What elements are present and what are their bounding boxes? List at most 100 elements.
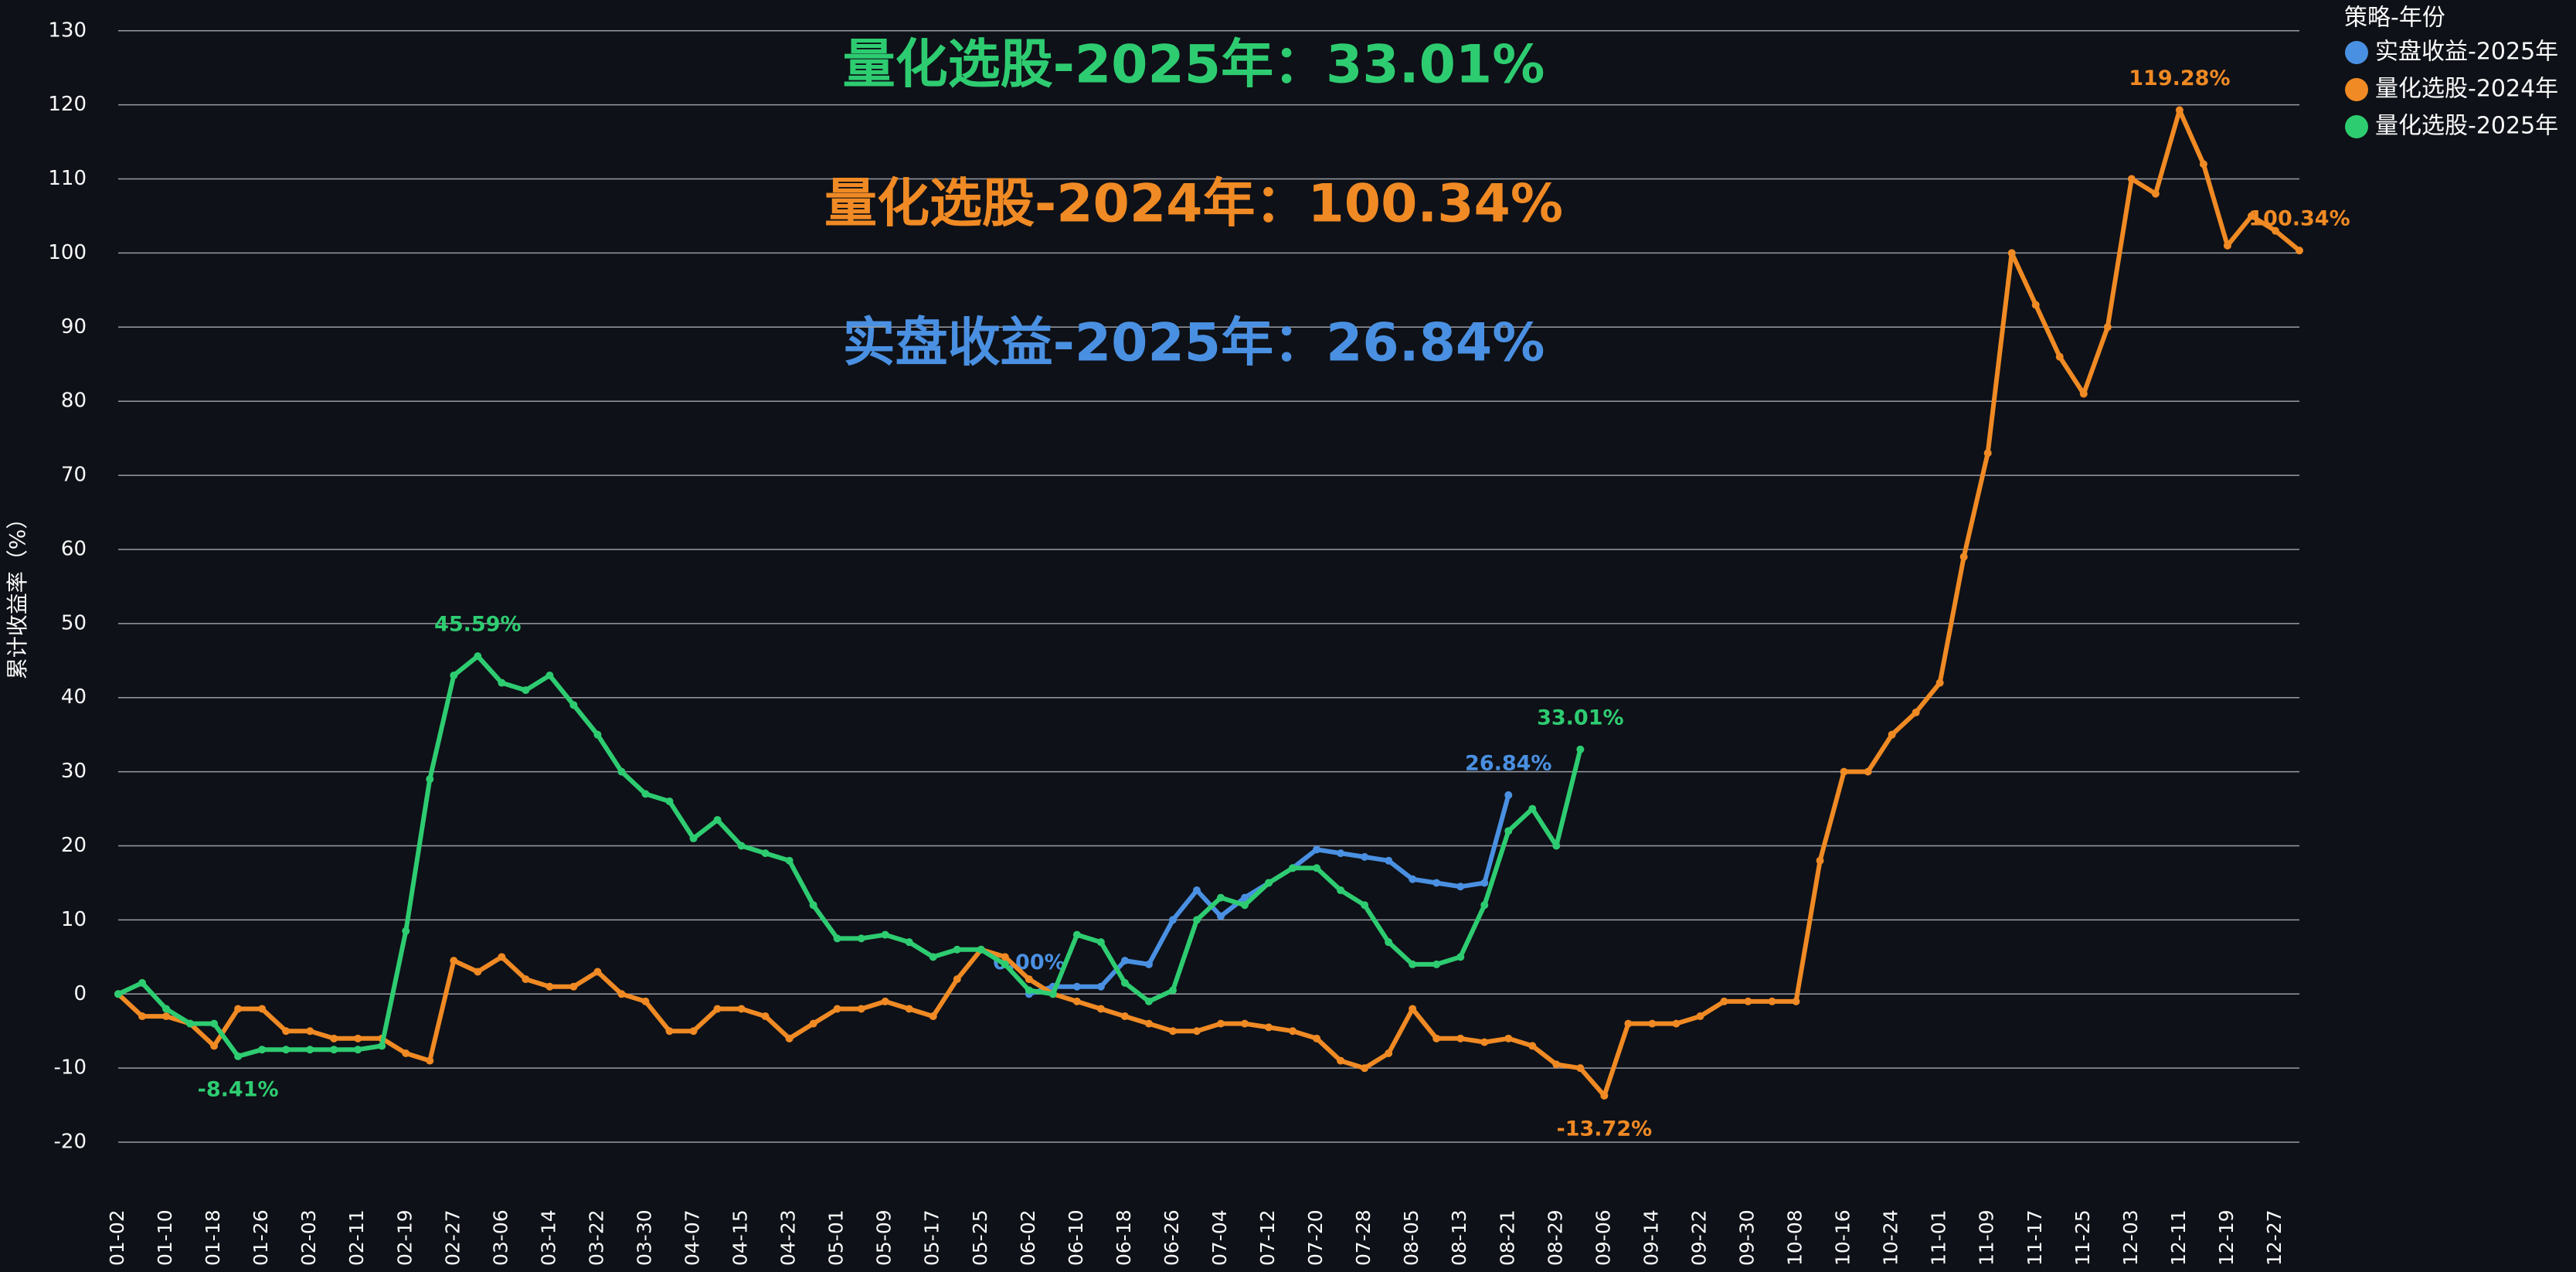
y-tick-label: 50 xyxy=(61,611,87,634)
x-tick-label: 08-13 xyxy=(1448,1209,1470,1266)
y-tick-label: 30 xyxy=(61,760,87,783)
x-tick-label: 11-01 xyxy=(1928,1209,1950,1266)
x-tick-label: 04-07 xyxy=(681,1209,704,1266)
data-point xyxy=(426,775,434,784)
data-point xyxy=(1552,1060,1561,1069)
data-point xyxy=(1217,912,1225,920)
data-point xyxy=(1480,879,1489,887)
data-point xyxy=(2296,247,2303,255)
data-point xyxy=(1120,957,1129,965)
data-point xyxy=(1912,708,1920,716)
data-point xyxy=(833,1005,841,1013)
data-point xyxy=(1337,1056,1345,1065)
data-point xyxy=(1432,960,1441,968)
data-point xyxy=(1241,1019,1249,1028)
data-point xyxy=(1959,553,1968,561)
data-point xyxy=(689,1027,698,1036)
data-point xyxy=(1241,893,1249,902)
data-point xyxy=(737,842,746,850)
data-point xyxy=(1888,730,1896,739)
data-point xyxy=(1504,1034,1513,1042)
data-point xyxy=(785,856,794,865)
data-point xyxy=(1456,953,1465,961)
data-point xyxy=(1144,960,1153,968)
data-point xyxy=(737,1005,746,1013)
data-point xyxy=(1120,1012,1129,1021)
data-point xyxy=(617,767,626,776)
legend-label: 量化选股-2024年 xyxy=(2375,76,2558,103)
data-point xyxy=(498,679,506,687)
series-line xyxy=(117,654,1583,1059)
x-tick-label: 12-11 xyxy=(2167,1209,2190,1266)
data-point xyxy=(713,1005,722,1013)
data-point xyxy=(545,982,554,991)
data-point xyxy=(1456,883,1465,891)
data-point xyxy=(977,945,985,954)
legend-title: 策略-年份 xyxy=(2344,5,2445,32)
data-point xyxy=(114,990,122,998)
data-point xyxy=(1025,986,1033,995)
data-point xyxy=(1624,1019,1633,1028)
data-point xyxy=(905,938,913,947)
legend-marker xyxy=(2345,115,2368,138)
data-point xyxy=(2103,323,2112,332)
data-point xyxy=(689,834,698,842)
data-point xyxy=(1600,1091,1609,1100)
data-point xyxy=(450,957,458,965)
x-tick-label: 09-22 xyxy=(1687,1209,1710,1266)
data-point xyxy=(1337,849,1345,858)
data-point xyxy=(1409,1005,1417,1013)
data-point xyxy=(138,1012,147,1021)
data-point xyxy=(1480,901,1489,910)
y-tick-label: 40 xyxy=(61,685,87,709)
data-point xyxy=(234,1005,243,1013)
data-point xyxy=(1168,986,1177,995)
data-point xyxy=(1744,997,1752,1005)
data-point xyxy=(1313,1034,1321,1042)
data-point xyxy=(1072,997,1081,1005)
data-point xyxy=(1864,767,1872,776)
x-tick-label: 05-01 xyxy=(825,1209,848,1266)
data-point xyxy=(641,790,650,798)
data-point xyxy=(857,1005,865,1013)
data-point xyxy=(1720,997,1728,1005)
data-point xyxy=(186,1019,195,1028)
data-point xyxy=(210,1019,219,1028)
data-point xyxy=(138,978,147,987)
data-point xyxy=(2223,241,2231,250)
y-tick-label: 80 xyxy=(61,389,87,413)
data-point xyxy=(282,1046,291,1054)
data-point xyxy=(665,797,674,805)
data-point xyxy=(282,1027,291,1036)
value-label: -13.72% xyxy=(1557,1117,1653,1141)
x-tick-label: 08-21 xyxy=(1496,1209,1518,1266)
x-tick-label: 02-19 xyxy=(393,1209,416,1266)
data-point xyxy=(857,934,865,943)
x-tick-label: 05-09 xyxy=(873,1209,895,1266)
x-tick-label: 01-02 xyxy=(106,1209,128,1266)
data-point xyxy=(1409,960,1417,968)
data-point xyxy=(1480,1038,1489,1046)
data-point xyxy=(210,1042,219,1050)
data-point xyxy=(881,997,889,1005)
x-tick-label: 11-17 xyxy=(2024,1209,2046,1266)
y-axis-label: 累计收益率（%） xyxy=(5,508,30,680)
data-point xyxy=(1144,997,1153,1005)
data-point xyxy=(1361,852,1369,861)
data-point xyxy=(1935,679,1944,687)
x-tick-label: 07-12 xyxy=(1256,1209,1279,1266)
x-tick-label: 07-20 xyxy=(1304,1209,1327,1266)
data-point xyxy=(258,1005,267,1013)
data-point xyxy=(1313,864,1321,872)
data-point xyxy=(833,934,841,943)
x-tick-label: 06-02 xyxy=(1017,1209,1039,1266)
annotation: 实盘收益-2025年：26.84% xyxy=(843,313,1545,374)
data-point xyxy=(809,901,817,910)
data-point xyxy=(1504,827,1513,835)
data-point xyxy=(354,1034,362,1042)
data-point xyxy=(1025,975,1033,984)
data-point xyxy=(2055,352,2064,361)
data-point xyxy=(1096,938,1105,947)
data-point xyxy=(953,975,961,984)
